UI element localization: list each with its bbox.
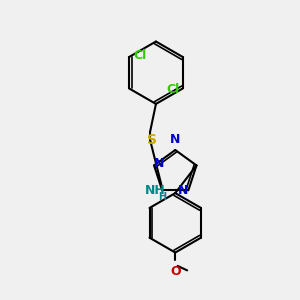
Text: N: N: [154, 158, 165, 170]
Text: S: S: [147, 133, 158, 147]
Text: NH: NH: [145, 184, 166, 197]
Text: N: N: [170, 134, 181, 146]
Text: H: H: [158, 192, 166, 202]
Text: N: N: [178, 184, 188, 197]
Text: Cl: Cl: [167, 83, 180, 96]
Text: Cl: Cl: [134, 49, 147, 62]
Text: O: O: [170, 265, 181, 278]
